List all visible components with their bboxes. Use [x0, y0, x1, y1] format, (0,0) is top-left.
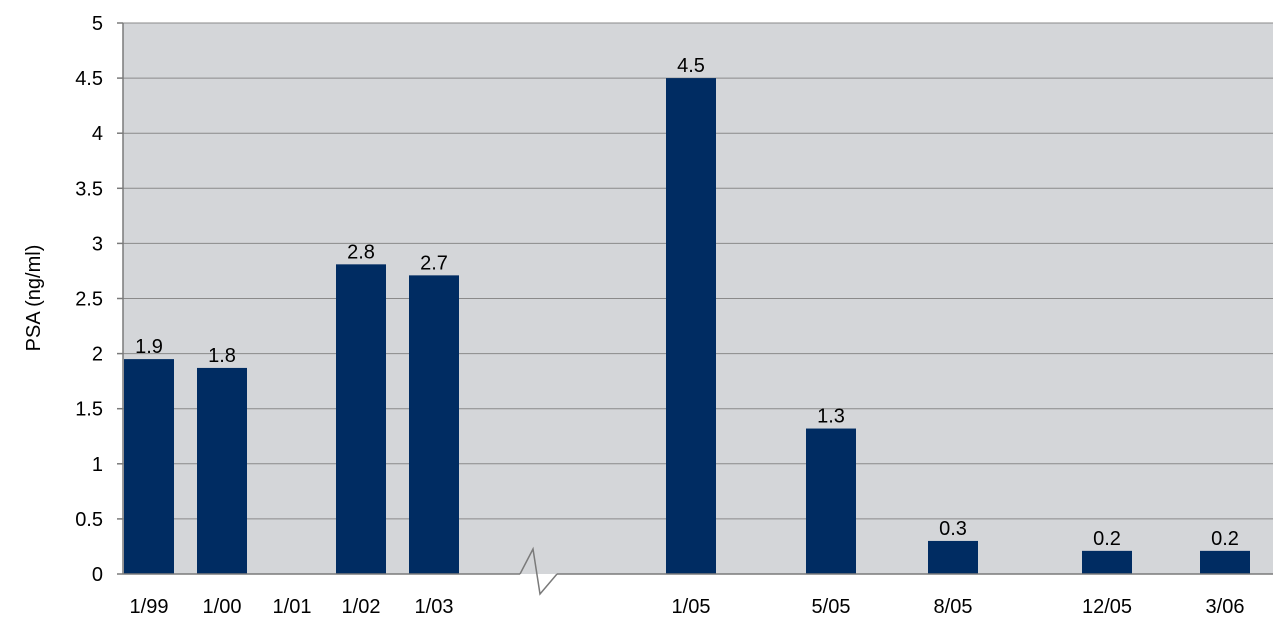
data-labels: 1.9 1.8 2.8 2.7 4.5 1.3 0.3 0.2 0.2 — [135, 55, 1239, 550]
y-tick-label: 3.5 — [75, 178, 103, 200]
bars — [124, 78, 1250, 574]
y-tick-label: 0.5 — [75, 509, 103, 531]
y-axis-title: PSA (ng/ml) — [23, 245, 45, 352]
bar-1-00 — [197, 367, 247, 574]
y-tick-label: 2.5 — [75, 289, 103, 311]
y-tick-label: 1 — [92, 454, 103, 476]
y-tick-label: 0 — [92, 564, 103, 586]
bar-1-02 — [336, 264, 386, 574]
bar-1-03 — [409, 275, 459, 574]
y-tick-label: 4 — [92, 123, 103, 145]
x-tick-label: 1/99 — [130, 596, 169, 618]
x-tick-label: 1/00 — [203, 596, 242, 618]
bar-1-05 — [666, 78, 716, 574]
data-label: 0.2 — [1093, 528, 1121, 550]
bar-5-05 — [806, 428, 856, 574]
x-tick-label: 3/06 — [1206, 596, 1245, 618]
y-tick-label: 4.5 — [75, 68, 103, 90]
y-axis-ticks: 0 0.5 1 1.5 2 2.5 3 3.5 4 4.5 5 — [75, 13, 123, 586]
data-label: 0.3 — [939, 518, 967, 540]
x-tick-label: 1/03 — [415, 596, 454, 618]
y-tick-label: 5 — [92, 13, 103, 35]
x-tick-label: 12/05 — [1082, 596, 1132, 618]
x-tick-label: 1/02 — [342, 596, 381, 618]
y-tick-label: 3 — [92, 233, 103, 255]
data-label: 2.7 — [420, 252, 448, 274]
data-label: 4.5 — [677, 55, 705, 77]
x-tick-label: 1/01 — [273, 596, 312, 618]
data-label: 0.2 — [1211, 528, 1239, 550]
y-tick-label: 2 — [92, 344, 103, 366]
data-label: 1.3 — [817, 406, 845, 428]
bar-12-05 — [1082, 550, 1132, 574]
data-label: 2.8 — [347, 241, 375, 263]
x-tick-label: 5/05 — [812, 596, 851, 618]
x-axis-ticks: 1/99 1/00 1/01 1/02 1/03 1/05 5/05 8/05 12/05 3/0… — [130, 596, 1245, 618]
y-tick-label: 1.5 — [75, 399, 103, 421]
data-label: 1.8 — [208, 345, 236, 367]
x-tick-label: 1/05 — [672, 596, 711, 618]
data-label: 1.9 — [135, 336, 163, 358]
axis-break-mark — [519, 546, 558, 596]
bar-8-05 — [928, 540, 978, 574]
bar-1-99 — [124, 359, 174, 574]
x-tick-label: 8/05 — [934, 596, 973, 618]
bar-3-06 — [1200, 550, 1250, 574]
